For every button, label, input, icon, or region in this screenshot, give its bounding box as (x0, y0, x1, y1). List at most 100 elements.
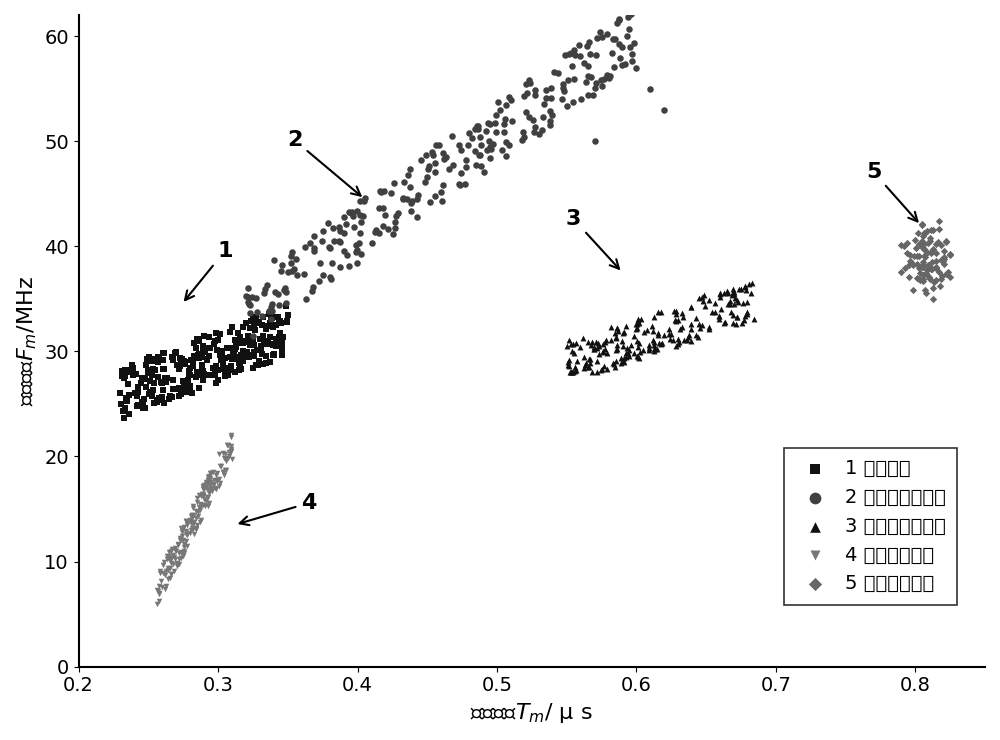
1 刀痕缺陷 (273, 317, 289, 329)
2 半导体突起缺陷 (314, 235, 330, 247)
5 高压尖端缺陷 (922, 273, 938, 285)
4 金属颗粒缺陷 (223, 431, 239, 443)
2 半导体突起缺陷 (472, 149, 488, 161)
4 金属颗粒缺陷 (179, 540, 195, 552)
3 预制件错位缺陷 (701, 294, 717, 306)
4 金属颗粒缺陷 (166, 565, 182, 577)
Legend: 1 刀痕缺陷, 2 半导体突起缺陷, 3 预制件错位缺陷, 4 金属颗粒缺陷, 5 高压尖端缺陷: 1 刀痕缺陷, 2 半导体突起缺陷, 3 预制件错位缺陷, 4 金属颗粒缺陷, … (784, 448, 957, 605)
5 高压尖端缺陷 (935, 255, 951, 267)
3 预制件错位缺陷 (580, 336, 596, 348)
4 金属颗粒缺陷 (220, 451, 236, 463)
3 预制件错位缺陷 (633, 313, 649, 325)
2 半导体突起缺陷 (578, 75, 594, 87)
2 半导体突起缺陷 (242, 300, 258, 312)
3 预制件错位缺陷 (589, 355, 605, 367)
2 半导体突起缺陷 (259, 280, 275, 292)
3 预制件错位缺陷 (712, 289, 728, 300)
2 半导体突起缺陷 (611, 38, 627, 50)
3 预制件错位缺陷 (618, 351, 634, 363)
4 金属颗粒缺陷 (202, 476, 218, 488)
2 半导体突起缺陷 (352, 209, 368, 221)
1 刀痕缺陷 (262, 306, 278, 318)
2 半导体突起缺陷 (402, 181, 418, 192)
5 高压尖端缺陷 (912, 261, 928, 273)
4 金属颗粒缺陷 (200, 491, 216, 503)
2 半导体突起缺陷 (565, 96, 581, 108)
3 预制件错位缺陷 (580, 361, 596, 373)
5 高压尖端缺陷 (915, 231, 931, 243)
2 半导体突起缺陷 (266, 255, 282, 266)
2 半导体突起缺陷 (424, 146, 440, 158)
3 预制件错位缺陷 (737, 280, 753, 292)
5 高压尖端缺陷 (936, 246, 952, 258)
2 半导体突起缺陷 (445, 158, 461, 170)
2 半导体突起缺陷 (557, 50, 573, 61)
1 刀痕缺陷 (121, 408, 137, 420)
3 预制件错位缺陷 (588, 336, 604, 348)
3 预制件错位缺陷 (626, 330, 642, 342)
1 刀痕缺陷 (188, 371, 204, 383)
1 刀痕缺陷 (158, 376, 174, 388)
4 金属颗粒缺陷 (178, 515, 194, 527)
4 金属颗粒缺陷 (149, 598, 165, 610)
5 高压尖端缺陷 (931, 223, 947, 235)
1 刀痕缺陷 (274, 349, 290, 361)
2 半导体突起缺陷 (276, 284, 292, 296)
4 金属颗粒缺陷 (200, 471, 216, 483)
4 金属颗粒缺陷 (178, 528, 194, 540)
1 刀痕缺陷 (220, 369, 236, 380)
3 预制件错位缺陷 (717, 316, 733, 328)
5 高压尖端缺陷 (909, 258, 925, 269)
2 半导体突起缺陷 (436, 153, 452, 165)
1 刀痕缺陷 (260, 320, 276, 332)
2 半导体突起缺陷 (501, 139, 517, 151)
1 刀痕缺陷 (251, 316, 267, 328)
4 金属颗粒缺陷 (192, 498, 208, 510)
2 半导体突起缺陷 (353, 248, 369, 260)
3 预制件错位缺陷 (736, 314, 752, 326)
4 金属颗粒缺陷 (217, 448, 233, 460)
1 刀痕缺陷 (141, 388, 157, 400)
1 刀痕缺陷 (114, 365, 130, 377)
2 半导体突起缺陷 (254, 310, 270, 322)
4 金属颗粒缺陷 (179, 517, 195, 528)
3 预制件错位缺陷 (671, 336, 687, 348)
5 高压尖端缺陷 (936, 253, 952, 265)
3 预制件错位缺陷 (727, 292, 743, 304)
4 金属颗粒缺陷 (206, 474, 222, 485)
4 金属颗粒缺陷 (196, 483, 212, 495)
4 金属颗粒缺陷 (201, 477, 217, 489)
2 半导体突起缺陷 (345, 210, 361, 222)
1 刀痕缺陷 (235, 321, 251, 333)
2 半导体突起缺陷 (594, 31, 610, 43)
3 预制件错位缺陷 (621, 344, 637, 356)
4 金属颗粒缺陷 (190, 506, 206, 518)
3 预制件错位缺陷 (576, 352, 592, 363)
1 刀痕缺陷 (140, 367, 156, 379)
3 预制件错位缺陷 (697, 300, 713, 312)
3 预制件错位缺陷 (646, 312, 662, 323)
4 金属颗粒缺陷 (167, 542, 183, 554)
Y-axis label: 等效频宽$F_m$/MHz: 等效频宽$F_m$/MHz (15, 276, 39, 406)
1 刀痕缺陷 (157, 371, 173, 383)
1 刀痕缺陷 (115, 366, 131, 377)
3 预制件错位缺陷 (688, 329, 704, 341)
4 金属颗粒缺陷 (171, 558, 187, 570)
2 半导体突起缺陷 (534, 124, 550, 136)
2 半导体突起缺陷 (348, 240, 364, 252)
1 刀痕缺陷 (219, 342, 235, 354)
1 刀痕缺陷 (141, 351, 157, 363)
5 高压尖端缺陷 (899, 246, 915, 258)
1 刀痕缺陷 (221, 362, 237, 374)
1 刀痕缺陷 (270, 312, 286, 323)
5 高压尖端缺陷 (902, 255, 918, 267)
5 高压尖端缺陷 (942, 249, 958, 260)
1 刀痕缺陷 (265, 340, 281, 352)
4 金属颗粒缺陷 (153, 575, 169, 587)
2 半导体突起缺陷 (372, 185, 388, 197)
1 刀痕缺陷 (207, 363, 223, 375)
5 高压尖端缺陷 (915, 261, 931, 273)
1 刀痕缺陷 (120, 377, 136, 389)
2 半导体突起缺陷 (623, 8, 639, 20)
2 半导体突起缺陷 (473, 138, 489, 150)
